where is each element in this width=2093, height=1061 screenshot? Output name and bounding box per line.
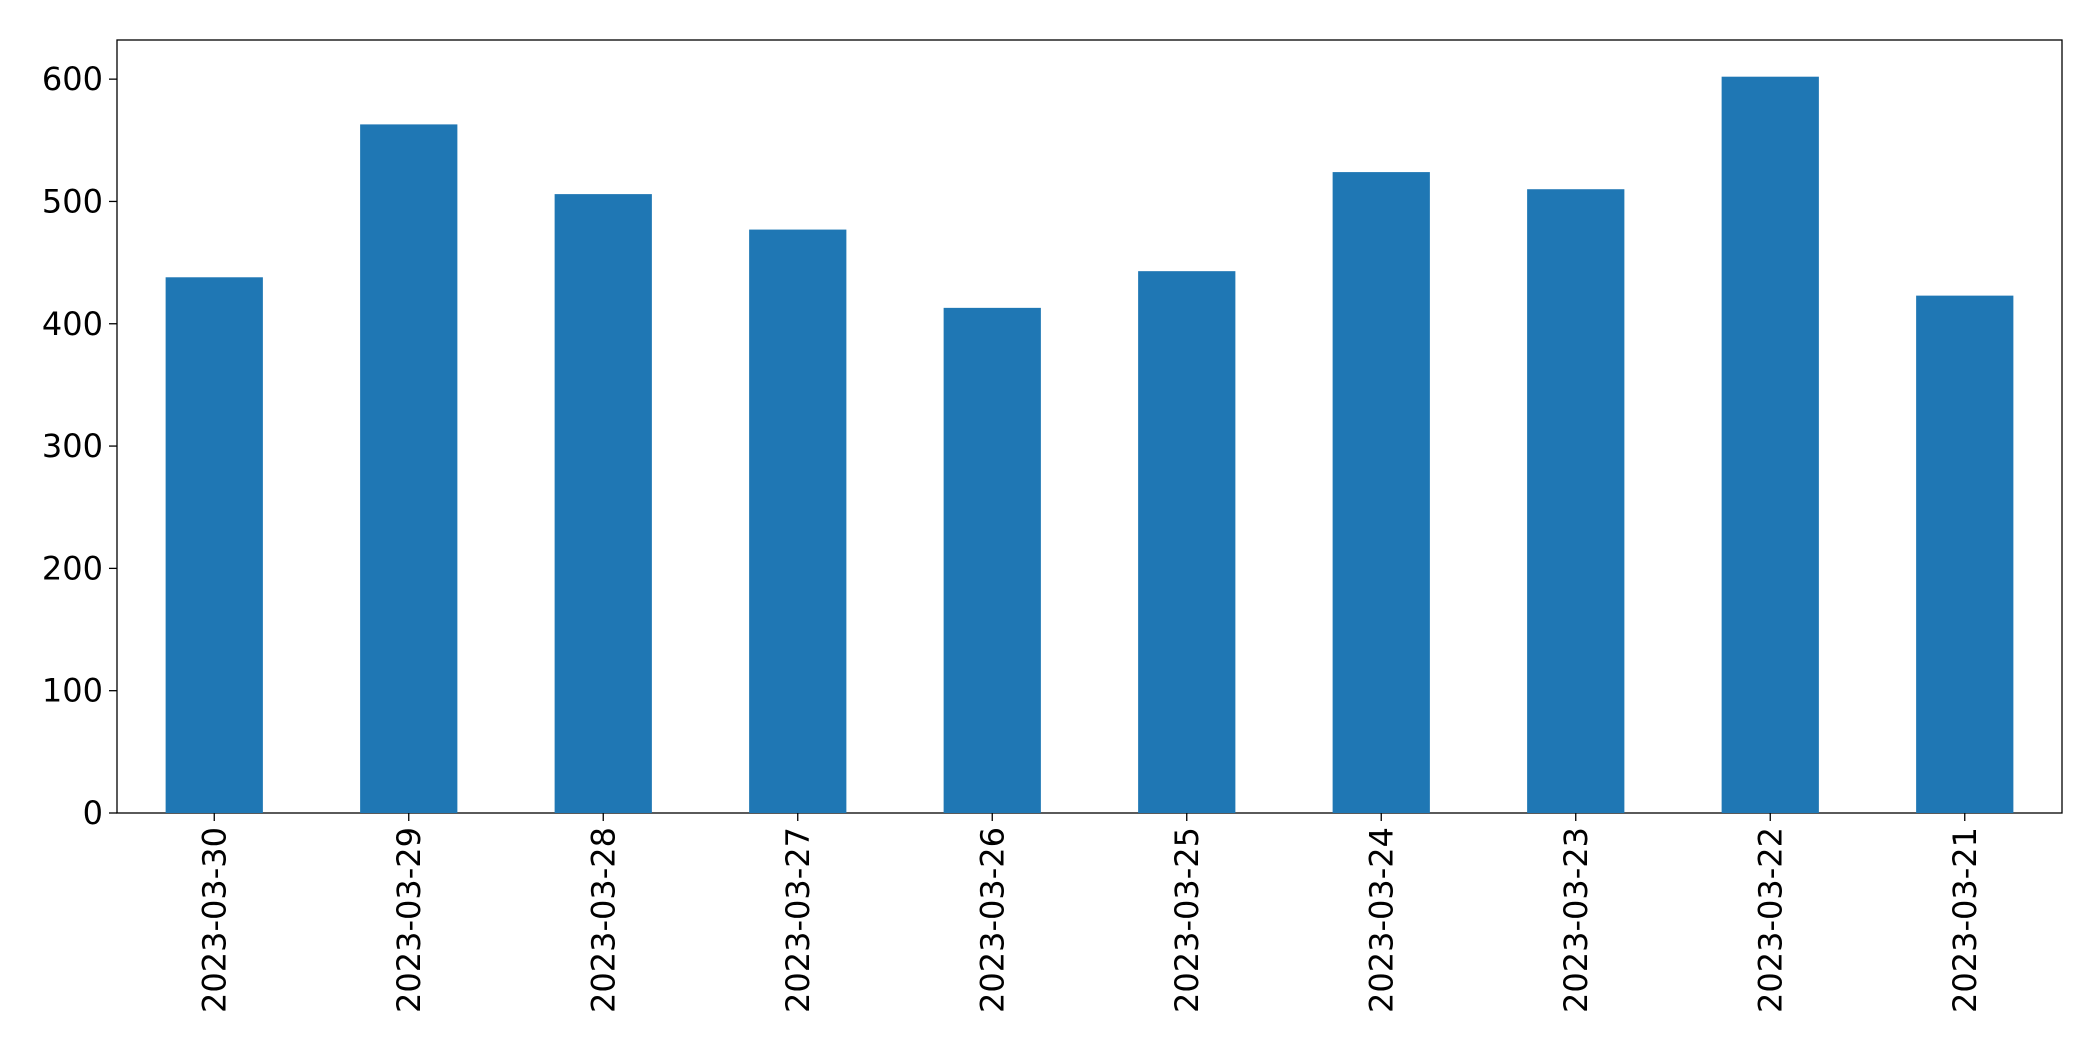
bar [554, 194, 652, 813]
x-tick-label: 2023-03-30 [195, 827, 233, 1013]
bar [1721, 76, 1819, 813]
x-tick-label: 2023-03-23 [1557, 827, 1595, 1013]
x-tick-label: 2023-03-21 [1946, 827, 1984, 1013]
y-tick-label: 200 [42, 549, 103, 587]
bar [360, 124, 458, 814]
y-tick-label: 300 [42, 427, 103, 465]
x-tick-label: 2023-03-22 [1751, 827, 1789, 1013]
y-tick-label: 100 [42, 672, 103, 710]
plot-frame [116, 39, 2063, 814]
x-tick-label: 2023-03-26 [973, 827, 1011, 1013]
bar [1527, 189, 1625, 813]
y-tick-label: 0 [83, 794, 103, 832]
x-tick-label: 2023-03-27 [779, 827, 817, 1013]
y-tick-label: 600 [42, 60, 103, 98]
y-tick-label: 400 [42, 305, 103, 343]
y-tick-label: 500 [42, 182, 103, 220]
bar [165, 277, 263, 814]
bar [1916, 295, 2014, 813]
x-tick-label: 2023-03-25 [1168, 827, 1206, 1013]
x-tick-label: 2023-03-29 [390, 827, 428, 1013]
bar [1138, 271, 1236, 813]
x-tick-label: 2023-03-28 [584, 827, 622, 1013]
bar [943, 307, 1041, 813]
bar [749, 229, 847, 814]
x-tick-label: 2023-03-24 [1362, 827, 1400, 1013]
bar [1332, 172, 1430, 813]
